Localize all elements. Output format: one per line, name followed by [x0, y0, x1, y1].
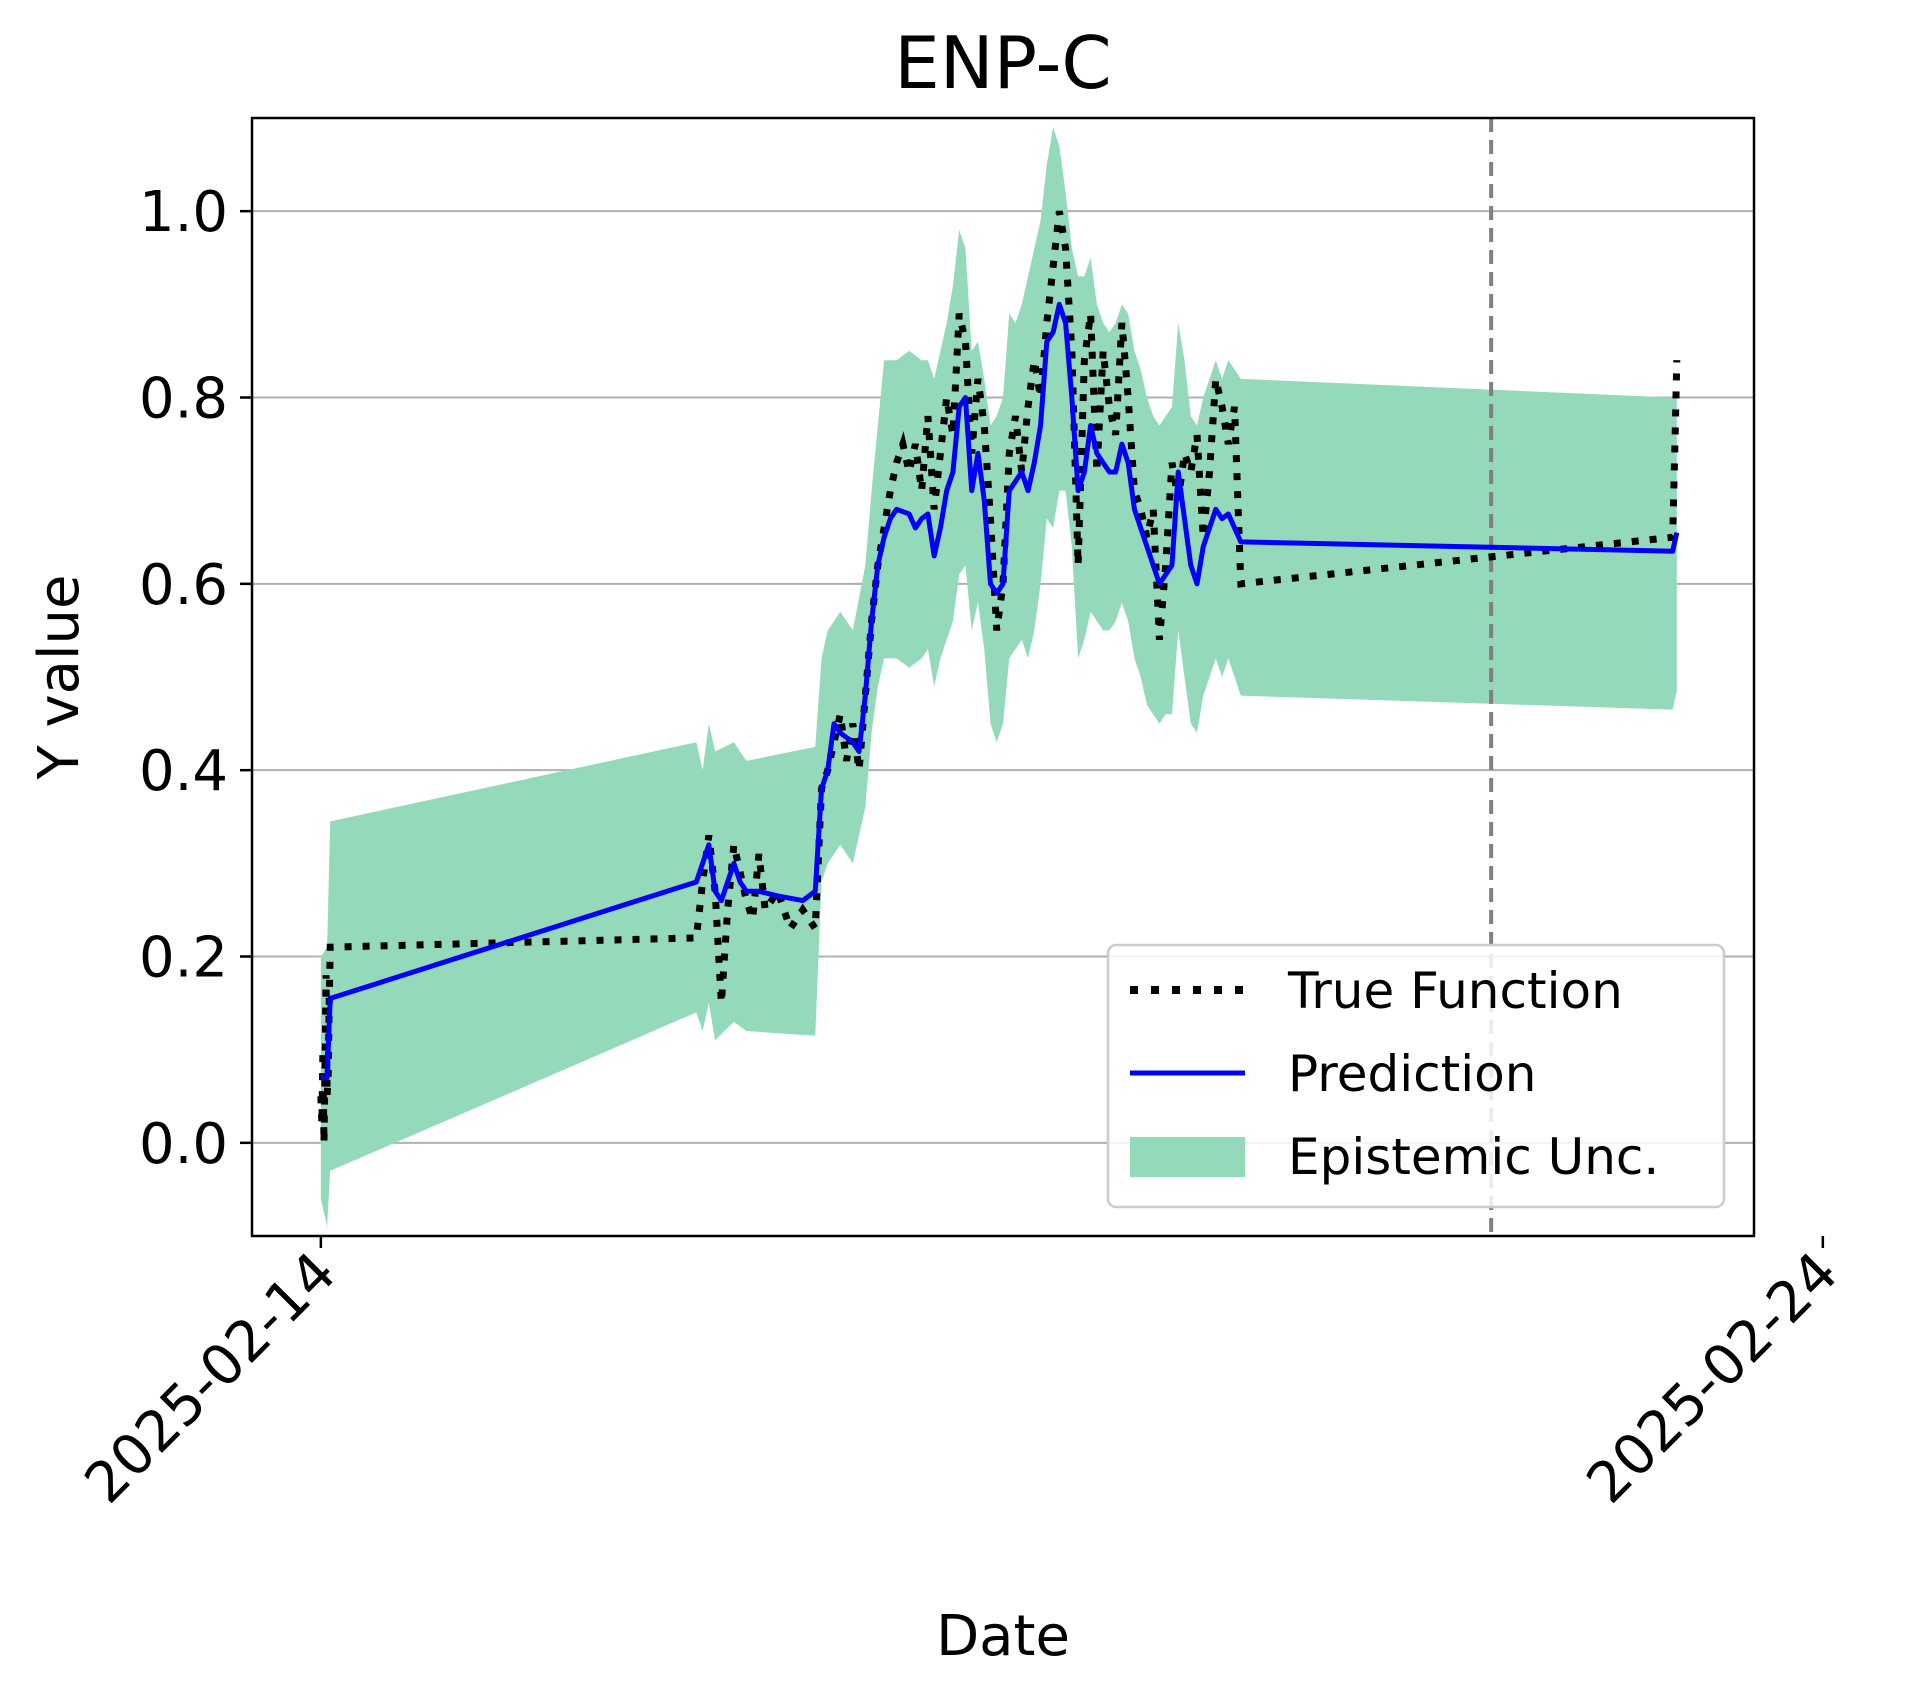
legend-uncertainty-swatch [1130, 1137, 1245, 1177]
legend-true-function-label: True Function [1287, 962, 1623, 1020]
y-tick-label: 0.2 [139, 926, 228, 991]
axes-frame [250, 116, 1756, 1238]
y-tick-label: 0.6 [139, 553, 228, 618]
true-function-line [317, 210, 1681, 1143]
plot-area [317, 118, 1681, 1236]
legend: True Function Prediction Epistemic Unc. [1106, 943, 1726, 1209]
y-tick-label: 0.8 [139, 367, 228, 432]
chart-title: ENP-C [894, 21, 1111, 105]
y-tick-label: 0.4 [139, 739, 228, 804]
y-tick-label: 0.0 [139, 1112, 228, 1177]
x-axis-label: Date [936, 1604, 1070, 1669]
legend-box [1106, 943, 1726, 1209]
y-axis: 0.0 0.2 0.4 0.6 0.8 1.0 [139, 180, 252, 1177]
prediction-line [320, 301, 1680, 1081]
legend-prediction-label: Prediction [1288, 1045, 1536, 1103]
legend-uncertainty-label: Epistemic Unc. [1288, 1128, 1659, 1186]
y-tick-label: 1.0 [139, 180, 228, 245]
y-axis-label: Y value [27, 575, 92, 781]
uncertainty-band [320, 127, 1677, 1227]
